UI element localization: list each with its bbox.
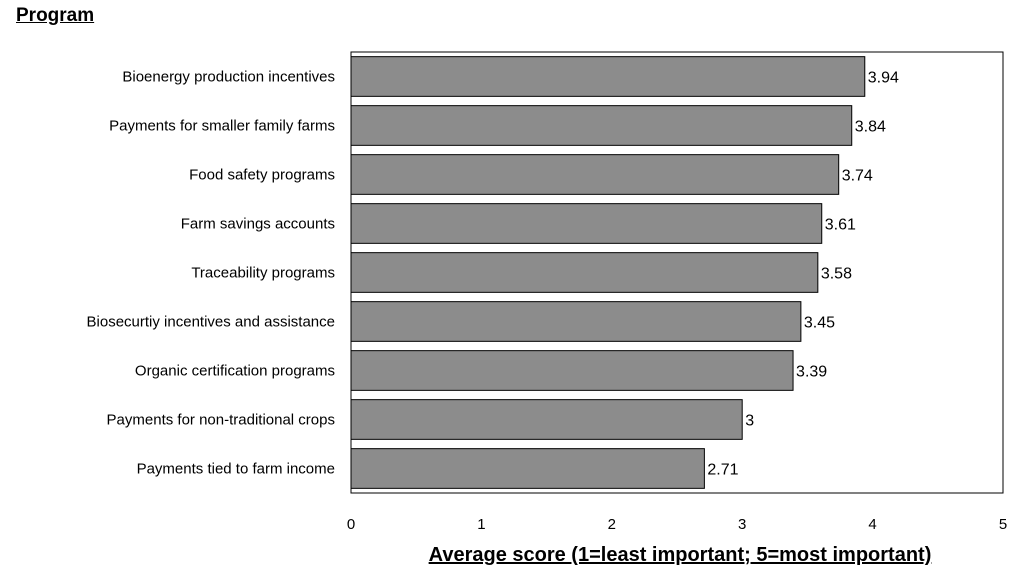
bar — [350, 301, 802, 342]
value-label: 3 — [745, 413, 754, 430]
x-tick-label: 5 — [999, 516, 1007, 533]
x-tick-label: 3 — [738, 516, 746, 533]
x-tick-label: 4 — [868, 516, 876, 533]
category-labels: Bioenergy production incentives Payments … — [87, 69, 335, 478]
bar — [350, 448, 705, 489]
value-label: 3.94 — [868, 70, 899, 87]
value-label: 3.61 — [825, 217, 856, 234]
value-label: 3.45 — [804, 315, 835, 332]
bar — [350, 56, 866, 97]
category-label: Biosecurtiy incentives and assistance — [87, 314, 335, 331]
category-label: Payments tied to farm income — [137, 461, 335, 478]
x-tick-label: 1 — [477, 516, 485, 533]
value-label: 3.58 — [821, 266, 852, 283]
category-label: Farm savings accounts — [181, 216, 335, 233]
value-label: 3.74 — [842, 168, 873, 185]
bar — [350, 154, 840, 195]
value-label: 2.71 — [707, 462, 738, 479]
value-label: 3.39 — [796, 364, 827, 381]
y-axis-title: Program — [16, 5, 95, 26]
x-axis-title: Average score (1=least important; 5=most… — [428, 544, 932, 566]
category-label: Food safety programs — [189, 167, 335, 184]
bars-layer — [350, 56, 866, 489]
x-axis-ticks: 0 1 2 3 4 5 — [347, 516, 1007, 533]
bar — [350, 350, 794, 391]
value-label: 3.84 — [855, 119, 886, 136]
x-tick-label: 2 — [608, 516, 616, 533]
bar — [350, 105, 853, 146]
bar — [350, 203, 823, 244]
category-label: Traceability programs — [191, 265, 335, 282]
bar — [350, 399, 743, 440]
category-label: Bioenergy production incentives — [122, 69, 335, 86]
bar — [350, 252, 819, 293]
x-tick-label: 0 — [347, 516, 355, 533]
value-labels: 3.94 3.84 3.74 3.61 3.58 3.45 3.39 3 2.71 — [707, 70, 899, 479]
category-label: Payments for smaller family farms — [109, 118, 335, 135]
category-label: Payments for non-traditional crops — [107, 412, 335, 429]
category-label: Organic certification programs — [135, 363, 335, 380]
